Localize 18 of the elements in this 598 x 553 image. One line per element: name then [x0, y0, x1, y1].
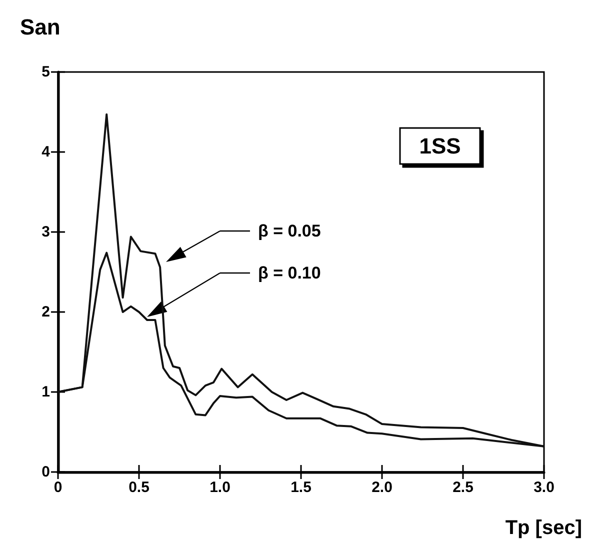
x-tick-label: 0.5: [128, 479, 150, 496]
y-tick-label: 3: [42, 224, 50, 240]
x-axis-title: Tp [sec]: [505, 517, 582, 539]
x-tick-label: 2.0: [372, 479, 392, 496]
x-tick-label: 0: [54, 479, 62, 496]
x-tick-label: 2.5: [452, 479, 474, 496]
x-tick-label: 1.0: [210, 479, 230, 496]
x-tick-label: 3.0: [534, 479, 554, 496]
annotation: 1SS: [419, 134, 461, 158]
annotation: β = 0.05: [258, 222, 321, 240]
y-axis-title: San: [20, 14, 60, 40]
y-tick-label: 1: [42, 384, 50, 400]
x-tick-label: 1.5: [290, 479, 312, 496]
y-tick-label: 4: [42, 144, 51, 160]
y-tick-label: 0: [42, 464, 50, 480]
annotation: β = 0.10: [258, 264, 321, 282]
y-tick-label: 2: [42, 304, 50, 320]
y-tick-label: 5: [42, 64, 50, 80]
